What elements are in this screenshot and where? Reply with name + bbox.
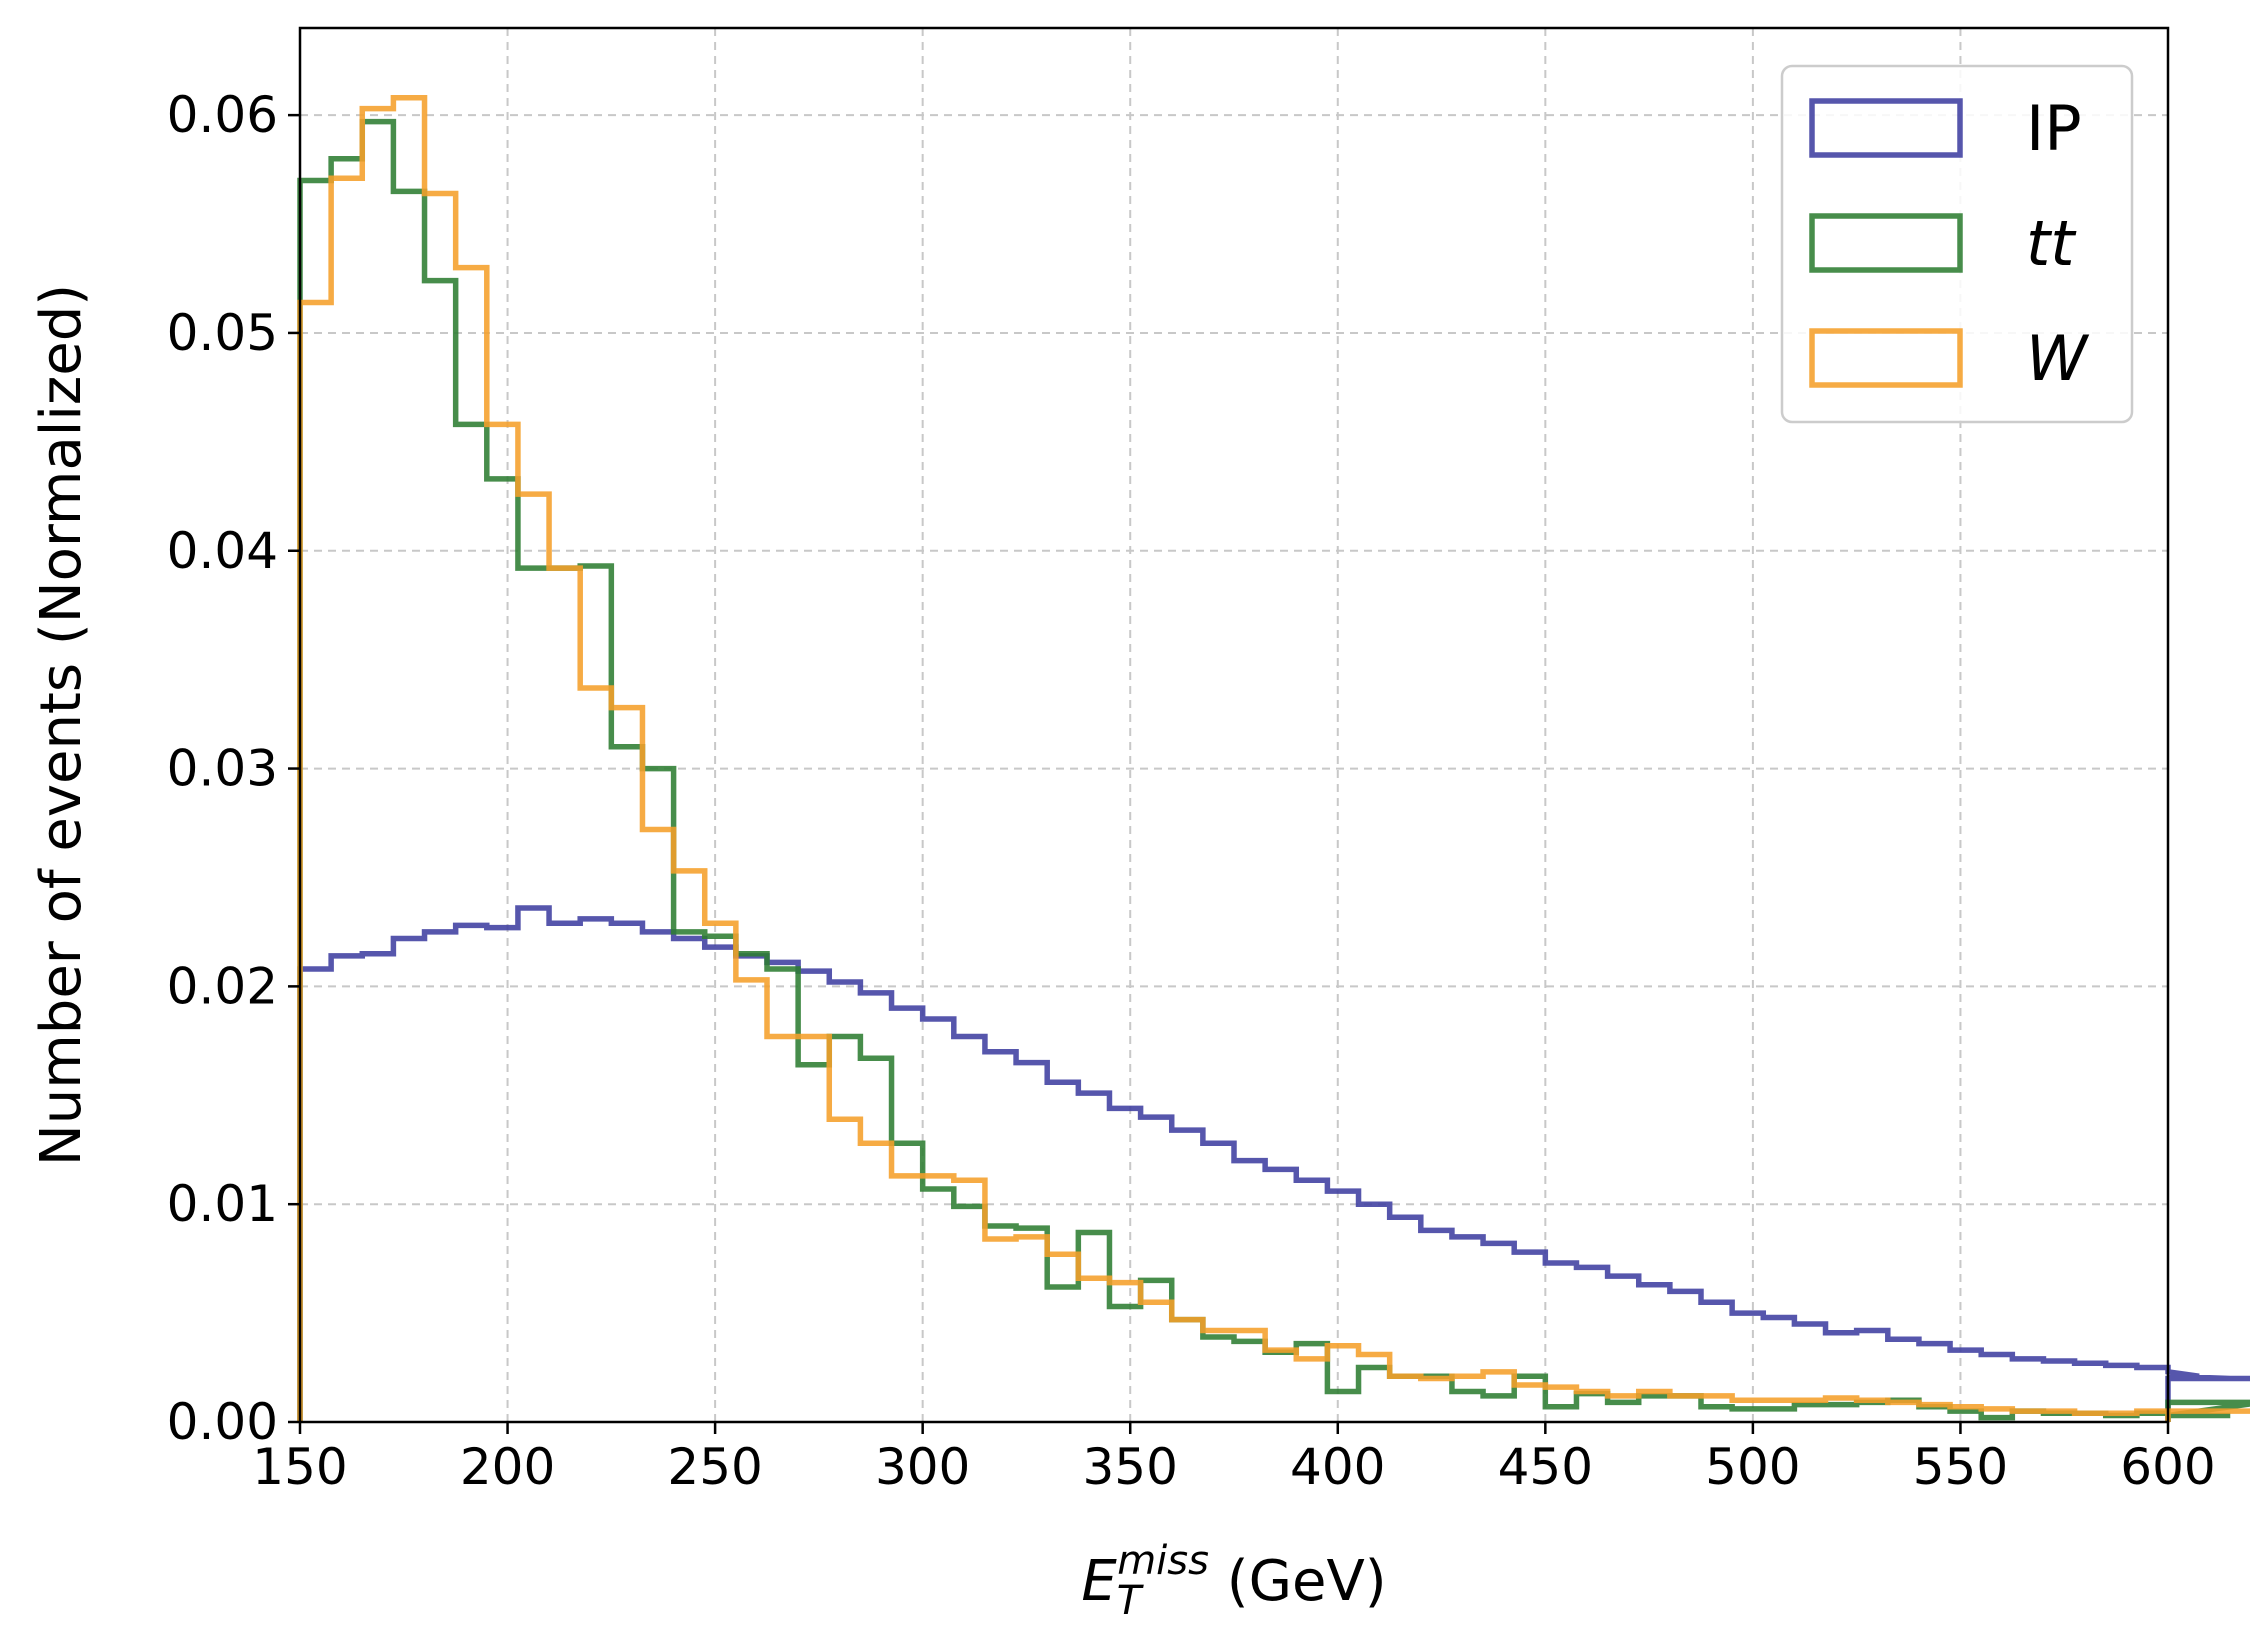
y-axis-title: Number of events (Normalized)	[29, 284, 94, 1166]
legend: IP tt W	[1780, 64, 2134, 424]
x-tick-label-1: 200	[460, 1438, 555, 1496]
x-tick-label-3: 300	[875, 1438, 970, 1496]
series-ip-line	[297, 905, 2250, 1422]
legend-swatch-ip	[1809, 98, 1963, 158]
legend-swatch-tt	[1809, 213, 1963, 273]
x-tick-label-2: 250	[667, 1438, 762, 1496]
y-tick-label-2: 0.02	[167, 957, 278, 1015]
y-tick-label-5: 0.05	[167, 304, 278, 362]
x-tick-label-7: 500	[1705, 1438, 1800, 1496]
x-axis-title-suffix: (GeV)	[1209, 1549, 1387, 1614]
legend-label-w: W	[2026, 322, 2090, 395]
plot-frame	[298, 26, 2170, 1424]
x-tick-label-9: 600	[2120, 1438, 2215, 1496]
x-tick-label-0: 150	[252, 1438, 347, 1496]
y-tick-label-4: 0.04	[167, 522, 278, 580]
x-tick-label-6: 450	[1498, 1438, 1593, 1496]
legend-swatch-w	[1809, 328, 1963, 388]
x-axis-title-sub: T	[1117, 1578, 1145, 1624]
y-tick-label-1: 0.01	[167, 1175, 278, 1233]
x-tick-label-5: 400	[1290, 1438, 1385, 1496]
series-w-line	[297, 94, 2250, 1422]
x-tick-label-4: 350	[1083, 1438, 1178, 1496]
x-axis-title-base: E	[1081, 1549, 1117, 1614]
legend-label-ip: IP	[2026, 92, 2082, 165]
y-tick-label-0: 0.00	[167, 1393, 278, 1451]
axis-ticks: 150 200 250 300 350 400 450 500 550 600 0.00 0.01 0.…	[167, 86, 2216, 1496]
y-tick-label-6: 0.06	[167, 86, 278, 144]
x-tick-label-8: 550	[1913, 1438, 2008, 1496]
series-layer	[297, 94, 2250, 1422]
legend-label-tt: tt	[2026, 207, 2077, 280]
y-tick-label-3: 0.03	[167, 740, 278, 798]
x-axis-title: ETmiss (GeV)	[1081, 1538, 1386, 1624]
x-axis-title-sup: miss	[1117, 1538, 1209, 1584]
